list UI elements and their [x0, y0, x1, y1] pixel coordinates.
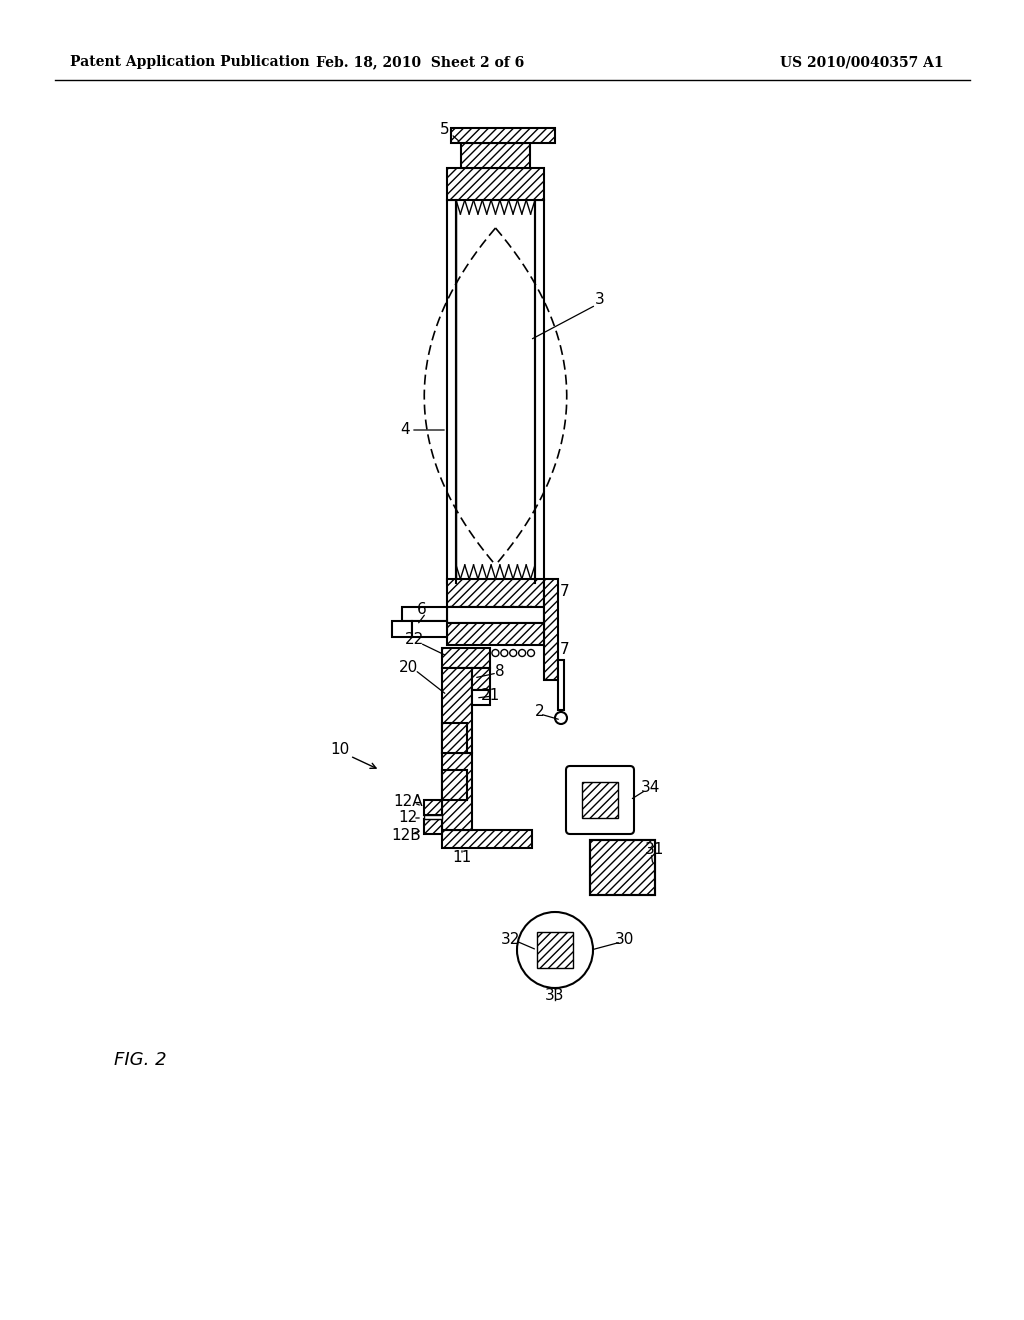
Text: 12: 12	[398, 810, 418, 825]
Bar	[472, 690, 490, 705]
Text: 11: 11	[453, 850, 472, 866]
Bar	[412, 620, 447, 638]
Text: FIG. 2: FIG. 2	[114, 1051, 166, 1069]
Bar	[451, 128, 555, 143]
Bar	[424, 814, 442, 818]
Bar	[447, 201, 456, 583]
Text: 5: 5	[440, 123, 450, 137]
Text: Patent Application Publication: Patent Application Publication	[70, 55, 309, 69]
Bar	[544, 579, 558, 680]
Text: 4: 4	[400, 422, 410, 437]
Bar	[537, 932, 573, 968]
Bar	[442, 648, 490, 668]
Bar	[461, 143, 530, 168]
Text: 22: 22	[406, 632, 425, 648]
Bar	[442, 752, 472, 830]
Bar	[447, 623, 544, 645]
Text: 10: 10	[331, 742, 349, 758]
Text: 33: 33	[545, 987, 565, 1002]
Bar	[447, 168, 544, 201]
Text: 3: 3	[595, 293, 605, 308]
Text: 7: 7	[560, 643, 569, 657]
Bar	[472, 668, 490, 690]
Text: Feb. 18, 2010  Sheet 2 of 6: Feb. 18, 2010 Sheet 2 of 6	[315, 55, 524, 69]
Bar	[442, 668, 472, 752]
Text: 6: 6	[417, 602, 427, 618]
Bar	[424, 800, 442, 814]
Bar	[558, 660, 564, 710]
Text: 8: 8	[496, 664, 505, 680]
Bar	[392, 620, 412, 638]
Text: 34: 34	[640, 780, 659, 796]
Text: 32: 32	[501, 932, 520, 948]
Bar	[590, 840, 655, 895]
Text: 7: 7	[560, 585, 569, 599]
Bar	[582, 781, 618, 818]
Bar	[442, 723, 467, 752]
Bar	[447, 201, 456, 583]
Bar	[535, 201, 544, 583]
Text: 12B: 12B	[391, 828, 421, 842]
Bar	[442, 830, 532, 847]
Bar	[442, 770, 467, 800]
Text: US 2010/0040357 A1: US 2010/0040357 A1	[780, 55, 944, 69]
Text: 21: 21	[480, 688, 500, 702]
Text: 31: 31	[645, 842, 665, 858]
Text: 12A: 12A	[393, 795, 423, 809]
Bar	[590, 840, 655, 895]
Bar	[424, 818, 442, 834]
Text: 2: 2	[536, 705, 545, 719]
Text: 20: 20	[398, 660, 418, 676]
FancyBboxPatch shape	[566, 766, 634, 834]
Bar	[447, 607, 544, 623]
Bar	[402, 607, 447, 620]
Bar	[447, 579, 544, 607]
Text: 30: 30	[615, 932, 635, 948]
